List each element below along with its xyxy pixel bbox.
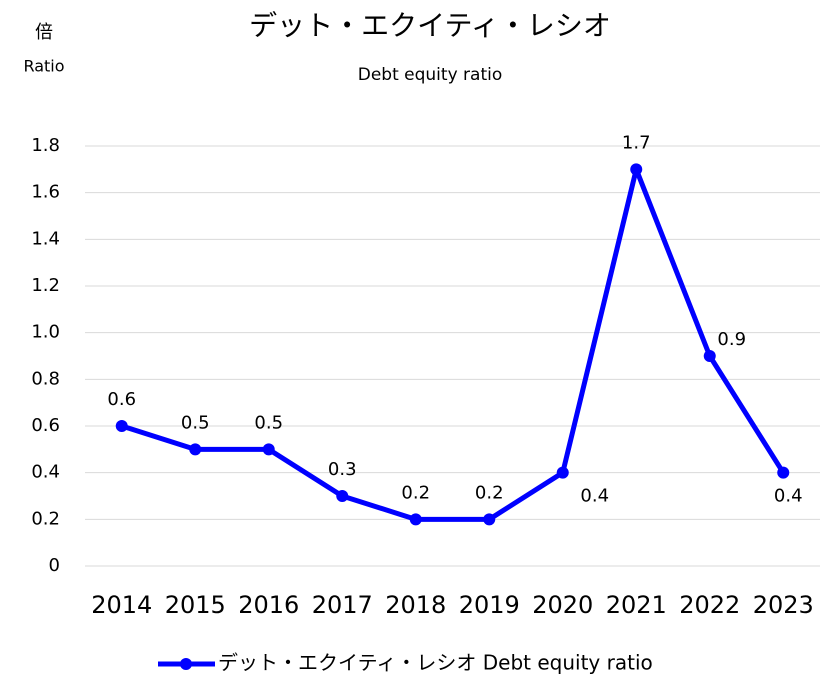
- y-tick-label: 1.6: [31, 182, 60, 203]
- y-tick-label: 1.8: [31, 135, 60, 156]
- y-tick-label: 0.8: [31, 368, 60, 389]
- x-tick-label: 2022: [679, 591, 740, 619]
- x-tick-label: 2018: [385, 591, 446, 619]
- x-tick-label: 2023: [753, 591, 814, 619]
- data-label: 0.3: [328, 459, 357, 480]
- y-tick-label: 1.2: [31, 275, 60, 296]
- data-point: [262, 443, 275, 456]
- data-label: 0.4: [774, 486, 803, 507]
- x-tick-label: 2020: [532, 591, 593, 619]
- x-tick-label: 2015: [165, 591, 226, 619]
- data-point: [189, 443, 202, 456]
- y-tick-label: 0: [49, 555, 60, 576]
- y-tick-label: 1.0: [31, 322, 60, 343]
- legend-marker: [180, 658, 192, 670]
- line: [120, 166, 786, 522]
- data-label: 0.9: [717, 329, 746, 350]
- x-tick-label: 2014: [91, 591, 152, 619]
- data-point: [556, 466, 569, 479]
- y-tick-label: 1.4: [31, 228, 60, 249]
- data-point: [703, 350, 716, 362]
- x-tick-label: 2021: [606, 591, 667, 619]
- data-label: 0.5: [254, 412, 283, 433]
- data-point: [777, 466, 790, 479]
- legend-label: デット・エクイティ・レシオ Debt equity ratio: [218, 651, 653, 675]
- y-axis-label: Ratio: [23, 57, 64, 76]
- x-tick-label: 2019: [459, 591, 520, 619]
- y-tick-label: 0.6: [31, 415, 60, 436]
- data-label: 0.2: [401, 482, 430, 503]
- data-label: 1.7: [622, 132, 651, 153]
- chart-subtitle: Debt equity ratio: [358, 65, 502, 85]
- data-label: 0.2: [475, 482, 504, 503]
- data-label: 0.5: [181, 412, 210, 433]
- data-label: 0.4: [580, 486, 609, 507]
- data-label: 0.6: [107, 389, 136, 410]
- x-tick-label: 2016: [238, 591, 299, 619]
- y-axis-label: 倍: [35, 22, 53, 43]
- data-point: [483, 513, 496, 526]
- y-tick-label: 0.2: [31, 508, 60, 529]
- data-point: [630, 163, 643, 176]
- data-point: [115, 420, 128, 432]
- y-tick-label: 0.4: [31, 462, 60, 483]
- data-point: [409, 513, 422, 526]
- data-point: [336, 490, 349, 502]
- x-tick-label: 2017: [312, 591, 373, 619]
- chart-title: デット・エクイティ・レシオ: [249, 9, 611, 42]
